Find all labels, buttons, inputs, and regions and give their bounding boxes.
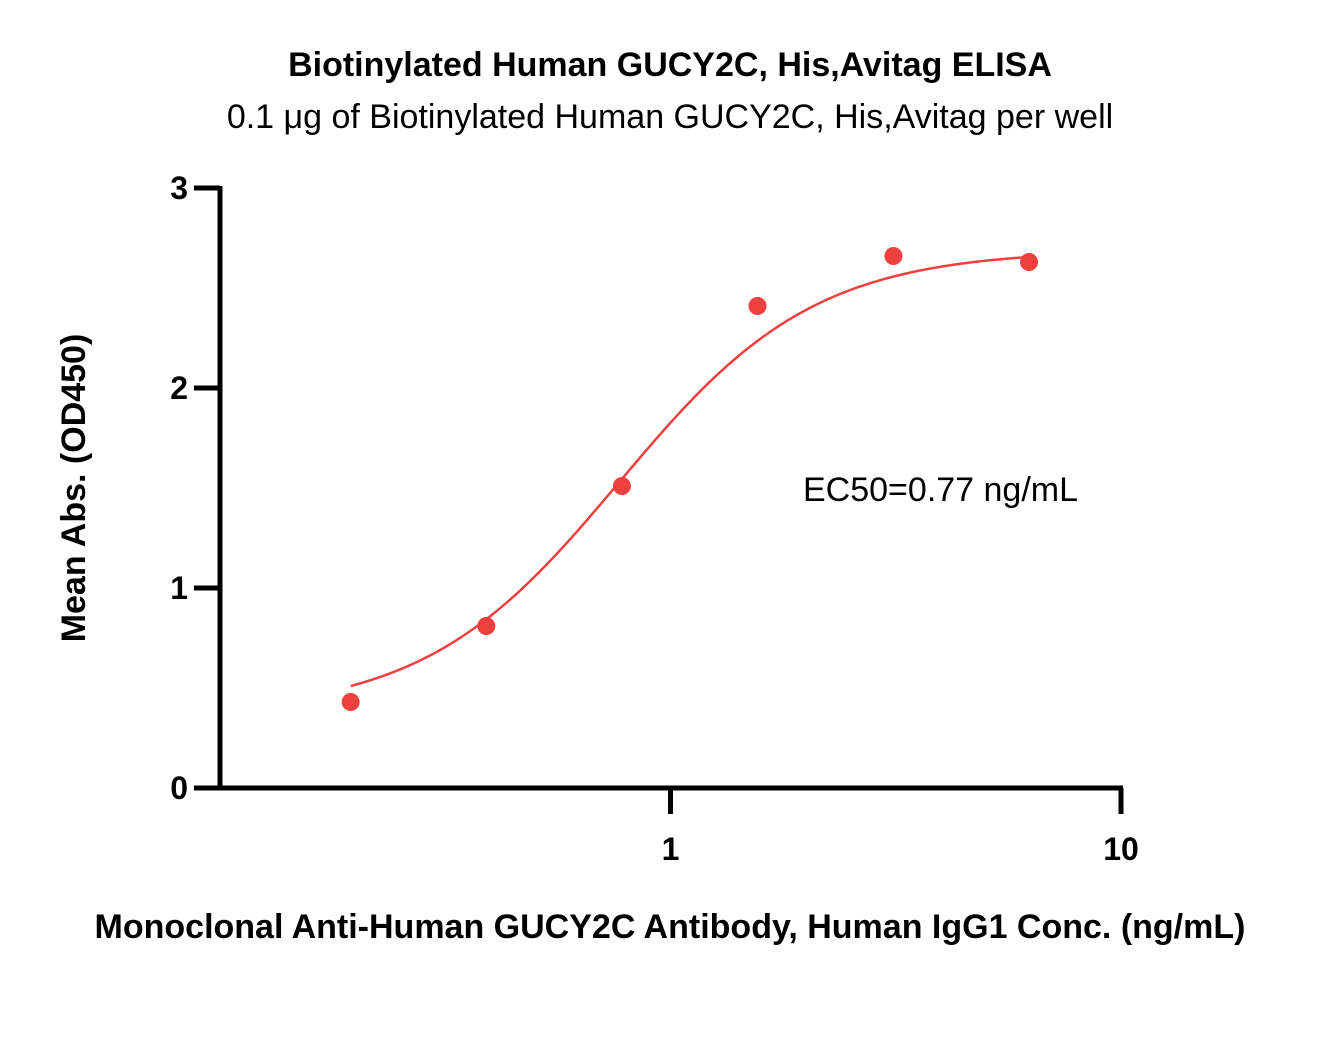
x-ticks: 1 10	[662, 788, 1139, 867]
data-point	[884, 247, 903, 265]
y-tick-label: 2	[170, 370, 188, 406]
y-ticks: 0 1 2 3	[170, 170, 220, 806]
data-point	[1020, 253, 1039, 271]
x-tick-label: 10	[1103, 831, 1139, 867]
y-tick-label: 3	[170, 170, 188, 206]
data-point	[748, 297, 767, 315]
chart-subtitle: 0.1 μg of Biotinylated Human GUCY2C, His…	[226, 98, 1114, 136]
fit-curve	[350, 255, 1030, 688]
x-axis-title: Monoclonal Anti-Human GUCY2C Antibody, H…	[95, 908, 1246, 946]
chart-title: Biotinylated Human GUCY2C, His,Avitag EL…	[288, 46, 1052, 84]
y-tick-label: 0	[170, 770, 188, 806]
y-tick-label: 1	[170, 570, 188, 606]
x-tick-label: 1	[662, 831, 680, 867]
y-axis-title: Mean Abs. (OD450)	[55, 334, 93, 643]
ec50-annotation: EC50=0.77 ng/mL	[803, 471, 1078, 509]
data-point	[341, 693, 360, 711]
data-points	[341, 247, 1039, 711]
data-point	[477, 617, 496, 635]
data-point	[612, 477, 631, 495]
